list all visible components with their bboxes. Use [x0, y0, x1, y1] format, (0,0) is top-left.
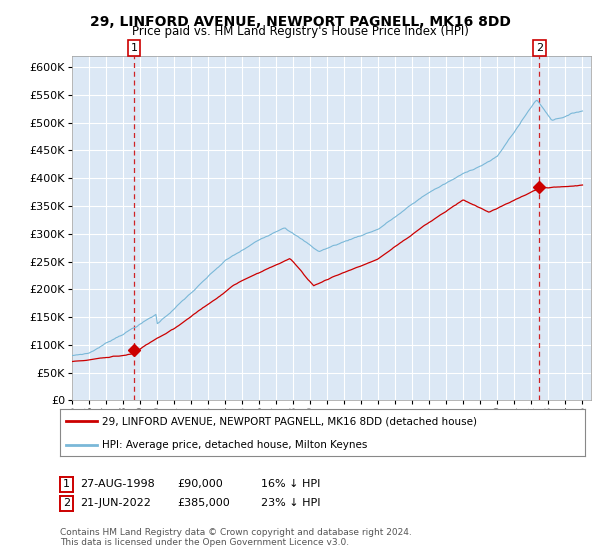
- Text: £385,000: £385,000: [177, 498, 230, 508]
- Text: 29, LINFORD AVENUE, NEWPORT PAGNELL, MK16 8DD: 29, LINFORD AVENUE, NEWPORT PAGNELL, MK1…: [89, 15, 511, 29]
- Text: £90,000: £90,000: [177, 479, 223, 489]
- Text: 16% ↓ HPI: 16% ↓ HPI: [261, 479, 320, 489]
- Text: 2: 2: [536, 43, 543, 53]
- Text: 2: 2: [63, 498, 70, 508]
- Text: 1: 1: [131, 43, 137, 53]
- Text: Contains HM Land Registry data © Crown copyright and database right 2024.
This d: Contains HM Land Registry data © Crown c…: [60, 528, 412, 547]
- Text: 23% ↓ HPI: 23% ↓ HPI: [261, 498, 320, 508]
- Text: 21-JUN-2022: 21-JUN-2022: [80, 498, 151, 508]
- Text: 27-AUG-1998: 27-AUG-1998: [80, 479, 155, 489]
- Text: HPI: Average price, detached house, Milton Keynes: HPI: Average price, detached house, Milt…: [102, 440, 367, 450]
- Text: 29, LINFORD AVENUE, NEWPORT PAGNELL, MK16 8DD (detached house): 29, LINFORD AVENUE, NEWPORT PAGNELL, MK1…: [102, 416, 477, 426]
- Text: Price paid vs. HM Land Registry's House Price Index (HPI): Price paid vs. HM Land Registry's House …: [131, 25, 469, 38]
- Text: 1: 1: [63, 479, 70, 489]
